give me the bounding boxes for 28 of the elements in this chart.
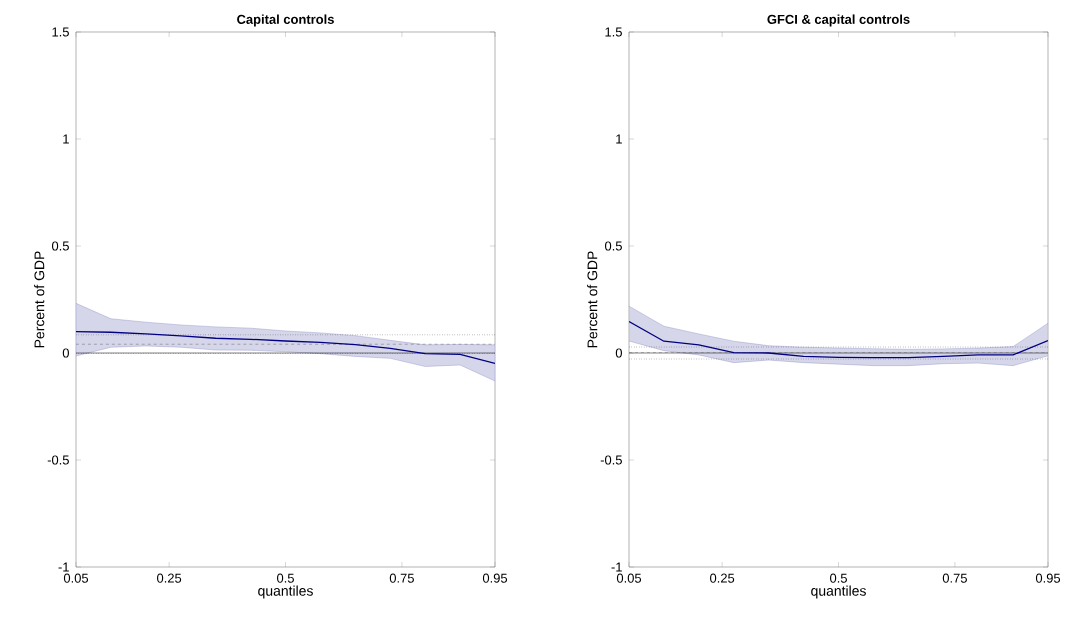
x-tick-label: 0.95	[1035, 573, 1061, 583]
y-tick-label: 0	[615, 348, 622, 358]
x-axis-title: quantiles	[258, 585, 313, 599]
y-axis-title: Percent of GDP	[587, 251, 598, 348]
chart-title: Capital controls	[237, 14, 334, 27]
x-axis-title: quantiles	[811, 585, 866, 599]
y-tick-label: 1	[616, 134, 622, 144]
x-tick-label: 0.95	[482, 573, 508, 583]
y-tick-label: 1.5	[605, 27, 622, 37]
x-tick-label: 0.5	[277, 573, 294, 583]
y-tick-label: 1	[63, 134, 69, 144]
x-tick-label: 0.75	[389, 573, 414, 583]
x-tick-label: 0.25	[157, 573, 182, 583]
y-tick-label: -1	[611, 562, 622, 572]
y-tick-label: 0	[62, 348, 69, 358]
x-tick-label: 0.05	[63, 573, 89, 583]
x-tick-label: 0.5	[830, 573, 847, 583]
x-tick-label: 0.05	[616, 573, 642, 583]
y-tick-label: 0.5	[51, 241, 69, 251]
y-tick-label: -1	[58, 562, 69, 572]
x-tick-label: 0.75	[942, 573, 967, 583]
y-axis-title: Percent of GDP	[34, 251, 45, 348]
y-tick-label: 0.5	[604, 241, 622, 251]
chart-title: GFCI & capital controls	[767, 14, 910, 27]
y-tick-label: -0.5	[47, 455, 69, 465]
y-tick-label: 1.5	[52, 27, 69, 37]
y-tick-label: -0.5	[600, 455, 622, 465]
x-tick-label: 0.25	[710, 573, 735, 583]
